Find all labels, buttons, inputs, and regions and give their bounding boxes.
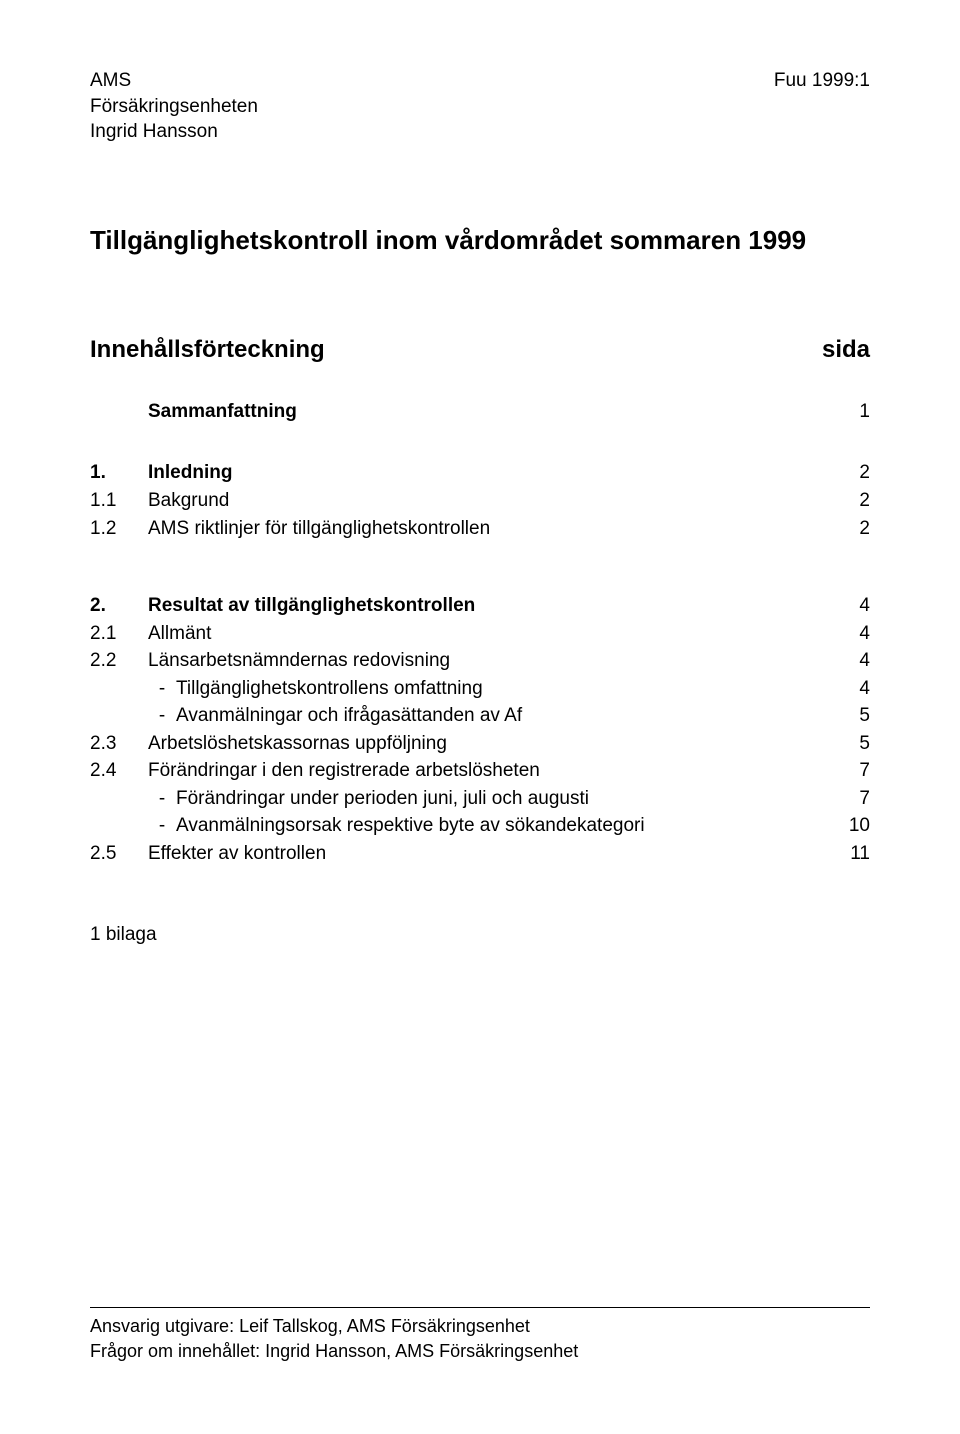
toc-row: -Avanmälningsorsak respektive byte av sö… [90, 812, 870, 840]
dash-icon: - [148, 812, 176, 840]
header-left: AMS Försäkringsenheten Ingrid Hansson [90, 68, 258, 145]
toc-heading-right: sida [822, 336, 870, 364]
toc-label: Inledning [148, 459, 830, 487]
toc-row: 1.2 AMS riktlinjer för tillgänglighetsko… [90, 515, 870, 543]
toc-label: Allmänt [148, 620, 830, 648]
toc-page: 2 [830, 459, 870, 487]
toc-row: -Avanmälningar och ifrågasättanden av Af… [90, 702, 870, 730]
toc-num: 2. [90, 592, 148, 620]
page-title: Tillgänglighetskontroll inom vårdområdet… [90, 225, 870, 256]
toc-row: 2. Resultat av tillgänglighetskontrollen… [90, 592, 870, 620]
toc-label: Effekter av kontrollen [148, 840, 830, 868]
footer-contact: Frågor om innehållet: Ingrid Hansson, AM… [90, 1339, 870, 1364]
toc-sub-label: Avanmälningar och ifrågasättanden av Af [176, 702, 810, 730]
toc-row: Sammanfattning 1 [90, 398, 870, 426]
toc-label: -Avanmälningsorsak respektive byte av sö… [148, 812, 830, 840]
toc-group-3: 2. Resultat av tillgänglighetskontrollen… [90, 592, 870, 867]
toc-page: 4 [830, 620, 870, 648]
toc-page: 5 [830, 702, 870, 730]
toc-row: 2.3 Arbetslöshetskassornas uppföljning 5 [90, 730, 870, 758]
toc-sub-label: Tillgänglighetskontrollens omfattning [176, 675, 810, 703]
toc-row: 2.2 Länsarbetsnämndernas redovisning 4 [90, 647, 870, 675]
toc-heading-left: Innehållsförteckning [90, 336, 325, 364]
toc-sub-label: Förändringar under perioden juni, juli o… [176, 785, 810, 813]
toc-label: Bakgrund [148, 487, 830, 515]
toc-group-2: 1. Inledning 2 1.1 Bakgrund 2 1.2 AMS ri… [90, 459, 870, 542]
toc-page: 7 [830, 785, 870, 813]
toc-label: Förändringar i den registrerade arbetslö… [148, 757, 830, 785]
dash-icon: - [148, 785, 176, 813]
toc-num: 2.2 [90, 647, 148, 675]
toc-page: 11 [830, 840, 870, 868]
toc-label: AMS riktlinjer för tillgänglighetskontro… [148, 515, 830, 543]
toc-row: 2.1 Allmänt 4 [90, 620, 870, 648]
toc-page: 4 [830, 647, 870, 675]
header-unit: Försäkringsenheten [90, 94, 258, 120]
toc-page: 1 [830, 398, 870, 426]
toc-heading: Innehållsförteckning sida [90, 336, 870, 364]
appendix-note: 1 bilaga [90, 924, 870, 946]
toc-num: 2.1 [90, 620, 148, 648]
toc-row: -Tillgänglighetskontrollens omfattning 4 [90, 675, 870, 703]
toc-num: 1.1 [90, 487, 148, 515]
toc-page: 10 [830, 812, 870, 840]
header: AMS Försäkringsenheten Ingrid Hansson Fu… [90, 68, 870, 145]
toc-num: 2.3 [90, 730, 148, 758]
toc-num: 1. [90, 459, 148, 487]
toc-label: Länsarbetsnämndernas redovisning [148, 647, 830, 675]
dash-icon: - [148, 675, 176, 703]
toc-page: 4 [830, 675, 870, 703]
header-right: Fuu 1999:1 [774, 68, 870, 145]
toc-label: -Tillgänglighetskontrollens omfattning [148, 675, 830, 703]
footer: Ansvarig utgivare: Leif Tallskog, AMS Fö… [90, 1307, 870, 1364]
toc-row: 2.5 Effekter av kontrollen 11 [90, 840, 870, 868]
toc-num: 1.2 [90, 515, 148, 543]
toc-label: Arbetslöshetskassornas uppföljning [148, 730, 830, 758]
toc-page: 2 [830, 487, 870, 515]
toc-row: 1.1 Bakgrund 2 [90, 487, 870, 515]
toc-sub-label: Avanmälningsorsak respektive byte av sök… [176, 812, 810, 840]
header-author: Ingrid Hansson [90, 119, 258, 145]
toc-page: 4 [830, 592, 870, 620]
toc-page: 5 [830, 730, 870, 758]
toc-label: -Avanmälningar och ifrågasättanden av Af [148, 702, 830, 730]
toc-label: Resultat av tillgänglighetskontrollen [148, 592, 830, 620]
toc-label: Sammanfattning [148, 398, 830, 426]
toc-page: 7 [830, 757, 870, 785]
toc-num: 2.5 [90, 840, 148, 868]
toc-page: 2 [830, 515, 870, 543]
toc-group-1: Sammanfattning 1 [90, 398, 870, 426]
header-org: AMS [90, 68, 258, 94]
toc-row: -Förändringar under perioden juni, juli … [90, 785, 870, 813]
toc-label: -Förändringar under perioden juni, juli … [148, 785, 830, 813]
toc-row: 2.4 Förändringar i den registrerade arbe… [90, 757, 870, 785]
footer-publisher: Ansvarig utgivare: Leif Tallskog, AMS Fö… [90, 1314, 870, 1339]
toc-row: 1. Inledning 2 [90, 459, 870, 487]
toc-num: 2.4 [90, 757, 148, 785]
dash-icon: - [148, 702, 176, 730]
footer-divider [90, 1307, 870, 1308]
